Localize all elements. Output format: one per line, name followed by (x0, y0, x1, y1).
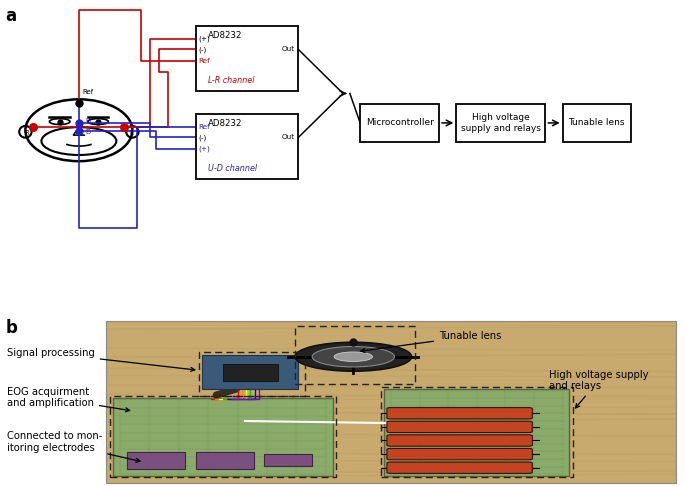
Text: EOG acquirment
and amplification: EOG acquirment and amplification (7, 387, 130, 412)
Circle shape (295, 342, 412, 371)
FancyBboxPatch shape (387, 462, 532, 473)
Text: High voltage supply
and relays: High voltage supply and relays (549, 370, 648, 408)
Text: U-D channel: U-D channel (208, 164, 257, 173)
FancyBboxPatch shape (384, 389, 569, 476)
Text: AD8232: AD8232 (208, 119, 242, 128)
Text: L-R channel: L-R channel (208, 76, 255, 86)
Text: Ref: Ref (198, 124, 210, 130)
Text: (-): (-) (198, 46, 206, 53)
Text: Tunable lens: Tunable lens (361, 331, 501, 352)
Text: Ref: Ref (198, 58, 210, 64)
Text: b: b (5, 319, 17, 337)
Text: Connected to mon-
itoring electrodes: Connected to mon- itoring electrodes (7, 431, 140, 462)
Text: R: R (24, 130, 29, 137)
FancyBboxPatch shape (360, 104, 439, 141)
Text: L: L (130, 130, 134, 137)
Text: D: D (86, 129, 91, 136)
FancyBboxPatch shape (202, 355, 298, 389)
FancyBboxPatch shape (387, 435, 532, 446)
Text: Out: Out (281, 135, 294, 140)
FancyBboxPatch shape (563, 104, 631, 141)
Text: Ref: Ref (82, 89, 93, 95)
FancyBboxPatch shape (456, 104, 545, 141)
Circle shape (312, 347, 394, 367)
FancyBboxPatch shape (196, 114, 298, 179)
FancyBboxPatch shape (196, 452, 254, 469)
FancyBboxPatch shape (113, 398, 333, 476)
Text: High voltage
supply and relays: High voltage supply and relays (461, 113, 541, 133)
FancyBboxPatch shape (387, 449, 532, 460)
Text: (+): (+) (198, 36, 210, 42)
Text: AD8232: AD8232 (208, 31, 242, 40)
Text: (+): (+) (198, 146, 210, 153)
Text: a: a (5, 6, 16, 24)
Circle shape (334, 352, 372, 362)
FancyBboxPatch shape (387, 421, 532, 433)
FancyBboxPatch shape (264, 454, 312, 466)
Text: Tunable lens: Tunable lens (569, 119, 625, 127)
FancyBboxPatch shape (106, 321, 676, 483)
Text: (-): (-) (198, 134, 206, 140)
Text: U: U (86, 118, 91, 124)
Text: Signal processing: Signal processing (7, 348, 195, 371)
FancyBboxPatch shape (223, 364, 278, 381)
FancyBboxPatch shape (127, 452, 185, 469)
Text: Microcontroller: Microcontroller (366, 119, 434, 127)
FancyBboxPatch shape (387, 408, 532, 419)
FancyBboxPatch shape (196, 26, 298, 91)
Text: Out: Out (281, 47, 294, 52)
